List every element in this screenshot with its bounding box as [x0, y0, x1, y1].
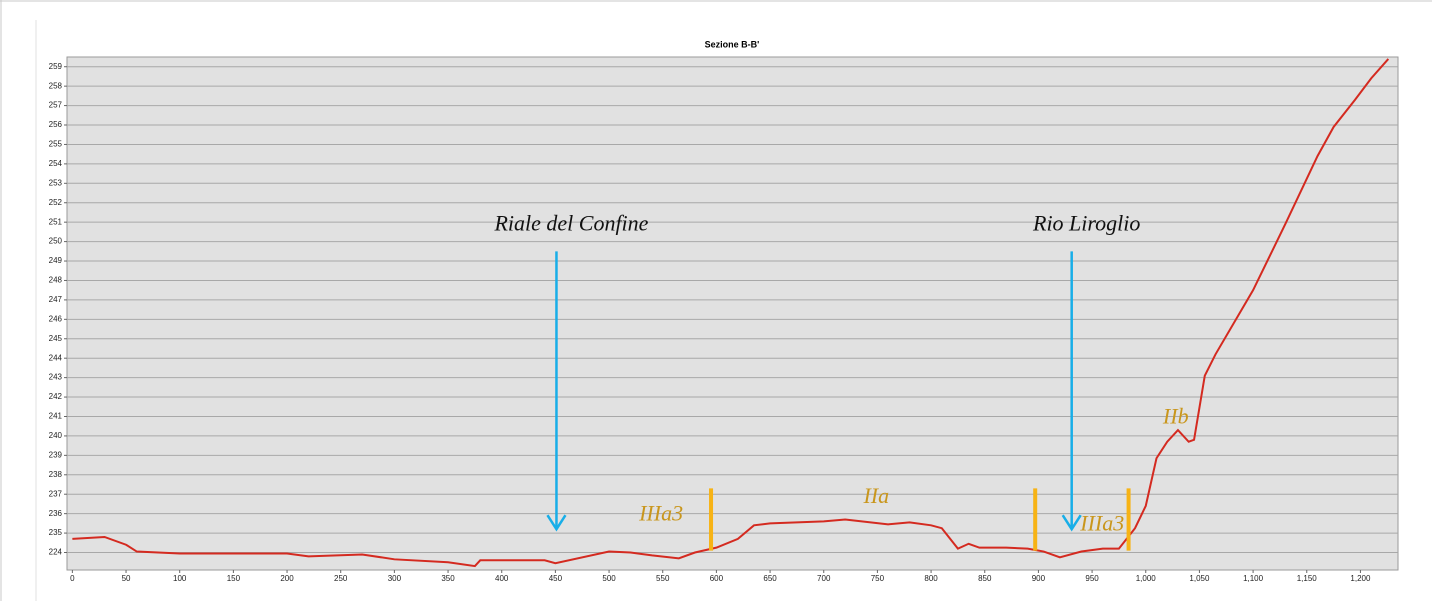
- y-tick-label: 256: [49, 120, 63, 129]
- x-tick-label: 700: [817, 574, 831, 583]
- y-tick-label: 224: [49, 548, 63, 557]
- x-tick-label: 450: [549, 574, 563, 583]
- y-tick-label: 246: [49, 314, 63, 323]
- y-tick-label: 244: [49, 353, 63, 362]
- y-tick-label: 238: [49, 470, 63, 479]
- x-tick-label: 500: [602, 574, 616, 583]
- y-tick-label: 259: [49, 62, 63, 71]
- profile-line: [72, 58, 1390, 568]
- y-tick-label: 243: [49, 373, 63, 382]
- arrow-label: Riale del Confine: [493, 210, 648, 235]
- y-tick-label: 242: [49, 392, 63, 401]
- x-tick-label: 400: [495, 574, 509, 583]
- y-tick-label: 247: [49, 295, 63, 304]
- y-tick-label: 235: [49, 528, 63, 537]
- y-tick-label: 252: [49, 198, 63, 207]
- y-tick-label: 250: [49, 237, 63, 246]
- x-tick-label: 1,000: [1136, 574, 1157, 583]
- x-tick-label: 750: [871, 574, 885, 583]
- zone-label: IIIa3: [638, 501, 683, 526]
- x-tick-label: 950: [1085, 574, 1099, 583]
- y-tick-label: 239: [49, 450, 63, 459]
- y-tick-label: 248: [49, 276, 63, 285]
- zone-label: IIa: [862, 483, 889, 508]
- x-tick-label: 250: [334, 574, 348, 583]
- x-tick-label: 0: [70, 574, 75, 583]
- y-tick-label: 249: [49, 256, 63, 265]
- y-tick-label: 255: [49, 140, 63, 149]
- x-tick-label: 850: [978, 574, 992, 583]
- zone-label: IIb: [1162, 403, 1189, 428]
- plot-area: [66, 56, 1399, 571]
- x-tick-label: 800: [924, 574, 938, 583]
- x-tick-label: 900: [1032, 574, 1046, 583]
- zone-label: IIIa3: [1079, 510, 1124, 535]
- x-tick-label: 1,200: [1350, 574, 1371, 583]
- x-tick-label: 100: [173, 574, 187, 583]
- x-tick-label: 1,050: [1189, 574, 1210, 583]
- x-tick-label: 200: [280, 574, 294, 583]
- x-tick-label: 350: [441, 574, 455, 583]
- x-tick-label: 1,150: [1297, 574, 1318, 583]
- x-tick-label: 600: [710, 574, 724, 583]
- y-tick-label: 236: [49, 509, 63, 518]
- x-tick-label: 550: [656, 574, 670, 583]
- y-tick-label: 258: [49, 81, 63, 90]
- y-tick-label: 245: [49, 334, 63, 343]
- x-tick-label: 300: [388, 574, 402, 583]
- arrow-head: [546, 514, 567, 532]
- y-tick-label: 257: [49, 101, 63, 110]
- y-tick-label: 241: [49, 412, 63, 421]
- x-tick-label: 1,100: [1243, 574, 1264, 583]
- chart-title: Sezione B-B': [705, 39, 760, 49]
- arrow-label: Rio Liroglio: [1032, 210, 1140, 235]
- y-tick-label: 251: [49, 217, 63, 226]
- arrow-head: [1061, 514, 1082, 532]
- x-tick-label: 50: [122, 574, 131, 583]
- y-tick-label: 240: [49, 431, 63, 440]
- x-tick-label: 150: [227, 574, 241, 583]
- y-tick-label: 254: [49, 159, 63, 168]
- y-tick-label: 253: [49, 178, 63, 187]
- x-tick-label: 650: [763, 574, 777, 583]
- y-tick-label: 237: [49, 489, 63, 498]
